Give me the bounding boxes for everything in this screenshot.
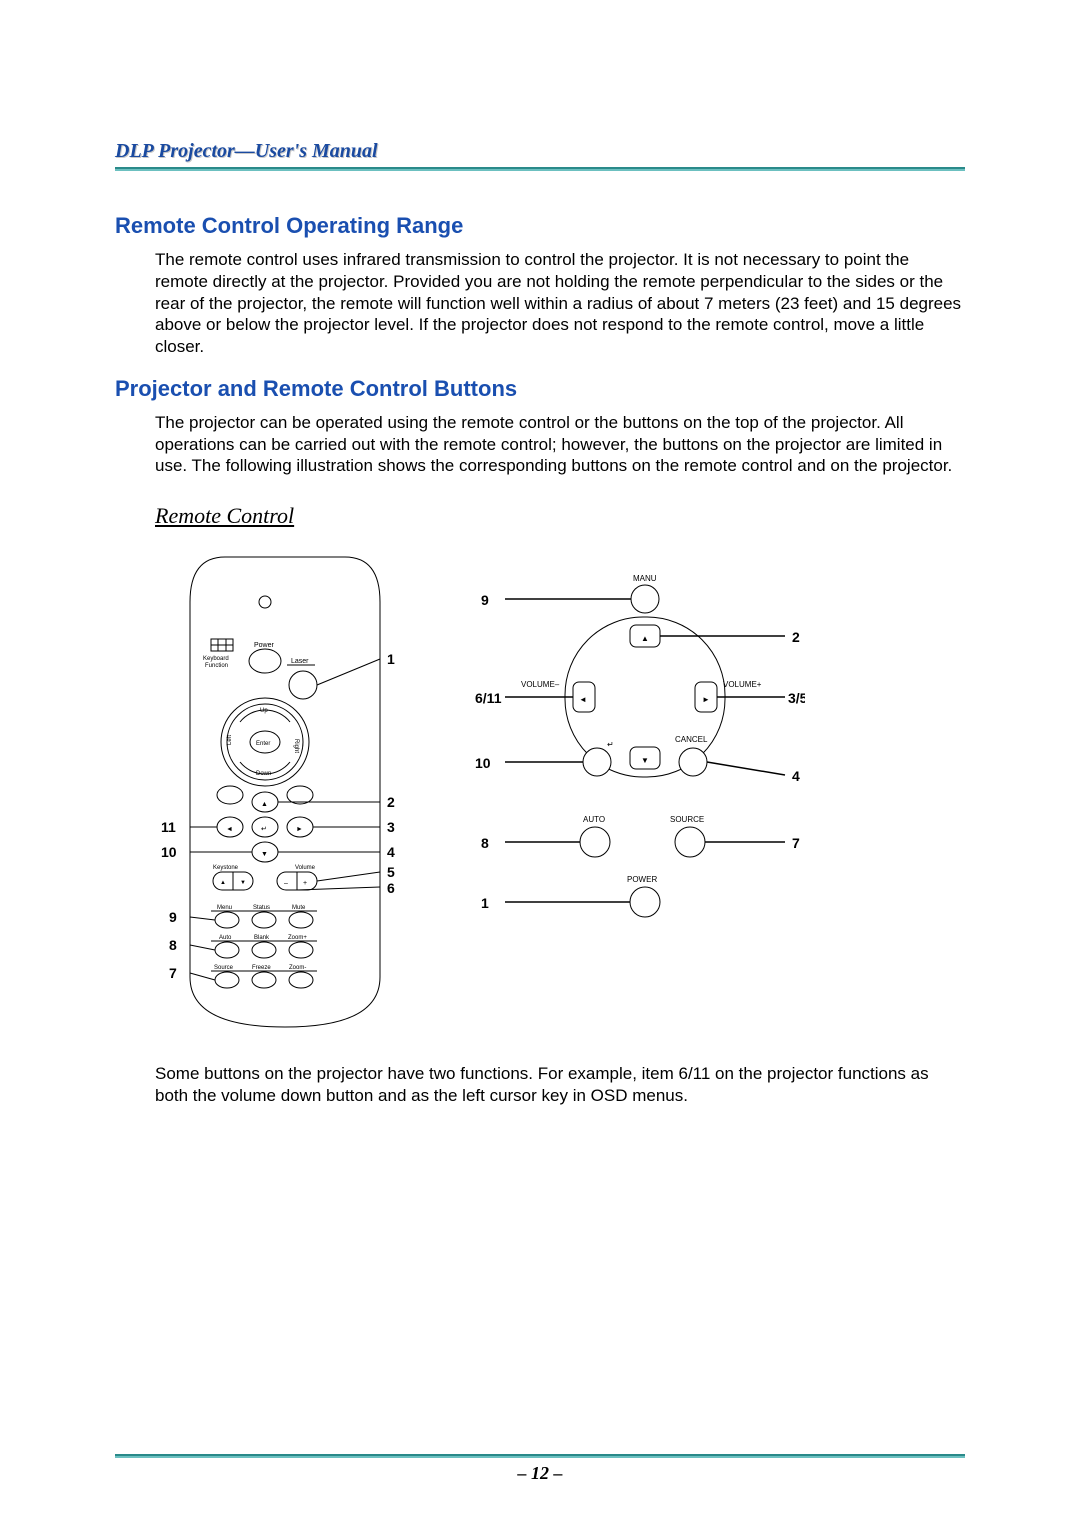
panel-enter-icon: ↵	[607, 740, 614, 749]
callout-l-7: 7	[169, 965, 177, 981]
label-vol-plus: VOLUME+	[723, 680, 762, 689]
para-range: The remote control uses infrared transmi…	[155, 249, 965, 358]
figure-wrap: Keyboard Function Power Laser Enter Up D…	[155, 547, 965, 1037]
panel-callout-4: 4	[792, 768, 800, 784]
volume-plus-icon: +	[303, 880, 307, 887]
keystone-up-icon: ▲	[220, 880, 226, 886]
panel-down-arrow-icon: ▼	[641, 756, 649, 765]
panel-callout-611: 6/11	[475, 690, 502, 706]
callout-r-6: 6	[387, 880, 395, 896]
panel-callout-10: 10	[475, 755, 491, 771]
arrow-left-icon: ◄	[226, 826, 233, 833]
label-power-panel: POWER	[627, 875, 657, 884]
label-down: Down	[256, 771, 271, 777]
panel-up-arrow-icon: ▲	[641, 634, 649, 643]
callout-r-1: 1	[387, 651, 395, 667]
footer-rule	[115, 1454, 965, 1458]
page: DLP Projector—User's Manual Remote Contr…	[0, 0, 1080, 1528]
label-mute: Mute	[292, 905, 306, 911]
enter-glyph-icon: ↵	[261, 826, 267, 833]
label-auto: Auto	[219, 935, 232, 941]
panel-callout-7: 7	[792, 835, 800, 851]
label-up: Up	[260, 708, 268, 714]
header-rule	[115, 167, 965, 171]
callout-l-9: 9	[169, 909, 177, 925]
label-keyboard-function: Keyboard	[203, 656, 229, 662]
arrow-down-icon: ▼	[261, 851, 268, 858]
arrow-up-icon: ▲	[261, 801, 268, 808]
button-grid: Menu Status Mute Auto Blank Zoom+ Source…	[211, 905, 317, 988]
volume-minus-icon: –	[284, 880, 288, 887]
callout-l-8: 8	[169, 937, 177, 953]
label-volume: Volume	[295, 865, 316, 871]
label-keyboard-function2: Function	[205, 663, 228, 669]
remote-control-diagram: Keyboard Function Power Laser Enter Up D…	[155, 547, 415, 1037]
section-heading-buttons: Projector and Remote Control Buttons	[115, 376, 965, 402]
para-buttons: The projector can be operated using the …	[155, 412, 965, 477]
panel-callout-8: 8	[481, 835, 489, 851]
label-laser: Laser	[291, 658, 309, 665]
panel-callout-9: 9	[481, 592, 489, 608]
callout-r-4: 4	[387, 844, 395, 860]
label-right: Right	[293, 739, 299, 753]
label-cancel: CANCEL	[675, 735, 708, 744]
label-manu: MANU	[633, 574, 657, 583]
label-keystone: Keystone	[213, 865, 239, 871]
page-number: – 12 –	[0, 1463, 1080, 1484]
panel-callout-2: 2	[792, 629, 800, 645]
keystone-down-icon: ▼	[240, 880, 246, 886]
label-left: Left	[227, 735, 233, 745]
callout-r-3: 3	[387, 819, 395, 835]
label-source: Source	[214, 965, 234, 971]
label-blank: Blank	[254, 935, 270, 941]
label-menu: Menu	[217, 905, 232, 911]
projector-panel-diagram: MANU ▲ ◄ VOLUME– ► VOLUME+ ▼ ↵ CANCEL	[475, 547, 805, 937]
label-auto-panel: AUTO	[583, 815, 605, 824]
keyboard-icon	[211, 639, 233, 651]
label-zoom-minus: Zoom-	[289, 965, 306, 971]
label-source-panel: SOURCE	[670, 815, 704, 824]
panel-callout-35: 3/5	[788, 690, 805, 706]
illustration-title: Remote Control	[155, 503, 965, 529]
callout-l-10: 10	[161, 844, 177, 860]
label-freeze: Freeze	[252, 965, 271, 971]
panel-callout-1: 1	[481, 895, 489, 911]
doc-header-title: DLP Projector—User's Manual	[115, 140, 965, 167]
panel-right-arrow-icon: ►	[702, 695, 710, 704]
label-vol-minus: VOLUME–	[521, 680, 560, 689]
label-status: Status	[253, 905, 270, 911]
label-enter: Enter	[256, 741, 270, 747]
callout-r-5: 5	[387, 864, 395, 880]
callout-r-2: 2	[387, 794, 395, 810]
callout-l-11: 11	[161, 819, 176, 835]
panel-left-arrow-icon: ◄	[579, 695, 587, 704]
label-zoom-plus: Zoom+	[288, 935, 307, 941]
section-heading-range: Remote Control Operating Range	[115, 213, 965, 239]
para-footnote: Some buttons on the projector have two f…	[155, 1063, 965, 1107]
arrow-right-icon: ►	[296, 826, 303, 833]
label-power: Power	[254, 642, 275, 649]
